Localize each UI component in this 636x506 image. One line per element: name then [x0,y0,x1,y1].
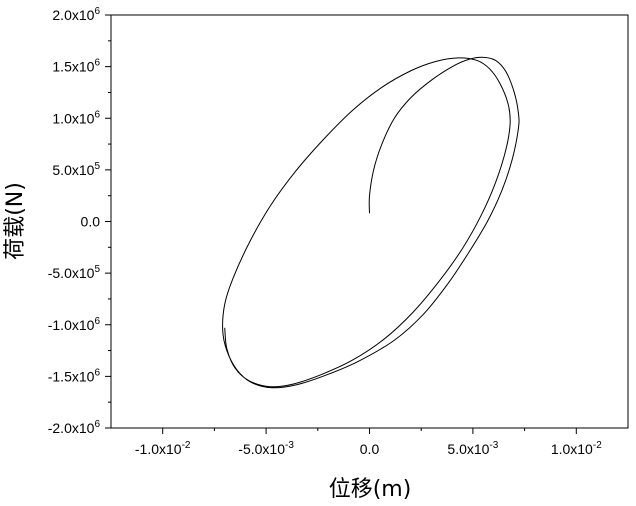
y-axis-label: 荷载(N) [3,182,28,260]
y-tick-label: -1.5x106 [48,367,101,384]
plot-frame [110,14,629,429]
y-tick-label: -5.0x105 [48,264,101,281]
x-ticks: -1.0x10-2 -5.0x10-3 0.0 5.0x10-3 1.0x10-2 [135,428,602,457]
x-tick-label: -1.0x10-2 [135,440,191,457]
y-tick-label: -1.0x106 [48,316,101,333]
y-tick-label: 1.5x106 [52,58,100,75]
y-tick-label: -2.0x106 [48,419,101,436]
y-tick-label: 1.0x106 [52,109,100,126]
series-line [222,56,520,389]
x-tick-label: -5.0x10-3 [238,440,294,457]
x-tick-label: 5.0x10-3 [447,440,498,457]
x-tick-label: 0.0 [360,441,380,457]
series-layer [222,56,520,389]
y-tick-label: 5.0x105 [52,161,100,178]
x-axis-label: 位移(m) [329,477,412,502]
y-tick-label: 0.0 [81,214,101,230]
y-tick-label: 2.0x106 [52,6,100,23]
x-tick-label: 1.0x10-2 [551,440,602,457]
y-ticks: 2.0x106 1.5x106 1.0x106 5.0x105 0.0 -5.0x105 -… [48,6,111,436]
